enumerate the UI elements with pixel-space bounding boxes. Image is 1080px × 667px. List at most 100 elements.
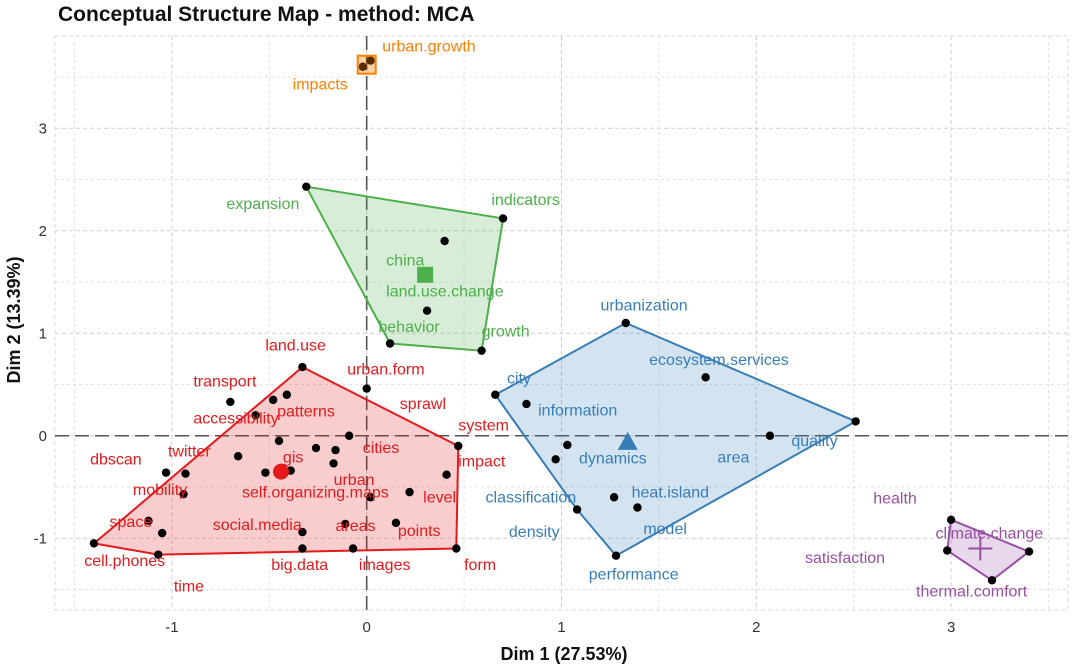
cluster-2-label: heat.island xyxy=(632,484,709,501)
cluster-1-label: patterns xyxy=(277,403,335,420)
cluster-2-point xyxy=(572,505,582,514)
cluster-1-point xyxy=(344,431,354,440)
x-tick-label: 3 xyxy=(947,619,955,636)
cluster-2-label: area xyxy=(717,449,749,466)
cluster-1-point xyxy=(251,411,260,420)
cluster-5-label: impacts xyxy=(293,76,348,93)
cluster-1-point xyxy=(341,519,350,529)
cluster-2-label: urbanization xyxy=(600,298,687,315)
cluster-1-label: images xyxy=(359,557,411,574)
cluster-1-label: big.data xyxy=(271,557,328,574)
cluster-2-label: dynamics xyxy=(579,450,647,467)
cluster-1-label: space xyxy=(110,514,153,531)
cluster-1-label: dbscan xyxy=(90,451,142,468)
cluster-5-point xyxy=(358,62,367,71)
y-tick-label: -1 xyxy=(34,530,47,547)
cluster-1-hull xyxy=(91,365,460,556)
cluster-3-label: land.use.change xyxy=(386,283,504,300)
cluster-1-point xyxy=(154,550,163,559)
cluster-1-point xyxy=(144,516,153,526)
x-tick-label: 2 xyxy=(752,619,760,636)
x-tick-label: 0 xyxy=(363,619,371,636)
cluster-2-point xyxy=(765,431,775,440)
cluster-1-point xyxy=(362,384,371,393)
point-labels: land.use urban.form transport patterns spraw… xyxy=(84,38,1043,600)
cluster-1-point xyxy=(366,493,375,502)
x-axis-title: Dim 1 (27.53%) xyxy=(500,644,627,664)
grid xyxy=(54,35,1069,611)
cluster-1-point xyxy=(311,443,321,453)
cluster-1-point xyxy=(179,489,188,499)
cluster-hulls xyxy=(91,185,1031,582)
cluster-1-point xyxy=(298,527,307,537)
cluster-1-point xyxy=(261,468,270,477)
cluster-4-label: health xyxy=(873,490,917,507)
y-tick-label: 1 xyxy=(39,325,47,342)
y-axis-title: Dim 2 (13.39%) xyxy=(4,256,24,383)
cluster-2-point xyxy=(491,390,500,399)
cluster-1-label: self.organizing.maps xyxy=(242,484,389,501)
cluster-1-label: time xyxy=(174,579,204,596)
cluster-1-label: cities xyxy=(363,440,399,457)
cluster-3-label: expansion xyxy=(226,196,299,213)
cluster-2-point xyxy=(563,440,572,450)
data-points xyxy=(89,56,1034,585)
x-tick-label: 1 xyxy=(557,619,565,636)
cluster-3-point xyxy=(477,346,486,355)
cluster-centroids xyxy=(272,54,993,561)
cluster-2-point xyxy=(701,373,710,382)
cluster-2-label: performance xyxy=(589,566,679,583)
cluster-1-point xyxy=(454,441,463,451)
cluster-5-label: urban.growth xyxy=(382,38,475,55)
cluster-5-point xyxy=(366,56,375,65)
cluster-2-point xyxy=(522,399,531,409)
cluster-1-label: twitter xyxy=(168,443,211,460)
cluster-1-label: urban xyxy=(334,472,375,489)
cluster-3-label: china xyxy=(386,253,424,270)
cluster-1-point xyxy=(282,390,292,399)
cluster-1-label: impact xyxy=(458,454,506,471)
cluster-3-label: behavior xyxy=(378,319,440,336)
axis-ticks: -1 0 1 2 3 -1 0 1 2 3 xyxy=(34,120,956,636)
cluster-1-label: cell.phones xyxy=(84,553,165,570)
cluster-1-point xyxy=(329,459,338,468)
cluster-3-point xyxy=(385,339,395,348)
cluster-1-label: transport xyxy=(193,374,257,391)
cluster-4-point xyxy=(1024,547,1034,556)
cluster-2-label: classification xyxy=(486,489,577,506)
cluster-1-point xyxy=(452,544,461,553)
cluster-1-point xyxy=(226,397,235,407)
cluster-2-point xyxy=(851,417,860,426)
cluster-3-centroid xyxy=(417,266,434,283)
cluster-3-point xyxy=(498,214,508,223)
cluster-1-point xyxy=(331,445,340,455)
cluster-1-point xyxy=(268,395,278,405)
cluster-1-point xyxy=(298,544,307,553)
cluster-5-centroid xyxy=(356,54,377,75)
plot-panel-border xyxy=(54,35,1069,611)
cluster-1-centroid xyxy=(272,463,289,480)
cluster-1-point xyxy=(298,362,307,372)
cluster-2-centroid xyxy=(617,431,638,450)
cluster-3-point xyxy=(302,182,311,191)
cluster-3-label: growth xyxy=(482,323,530,340)
cluster-2-label: information xyxy=(538,402,617,419)
cluster-1-label: mobility xyxy=(133,482,187,499)
cluster-1-label: areas xyxy=(336,518,376,535)
y-tick-label: 3 xyxy=(39,120,47,137)
cluster-4-point xyxy=(943,546,952,555)
cluster-2-label: model xyxy=(643,521,687,538)
cluster-2-point xyxy=(611,551,621,560)
cluster-1-label: level xyxy=(423,489,456,506)
chart-title: Conceptual Structure Map - method: MCA xyxy=(58,3,475,26)
cluster-1-label: form xyxy=(464,557,496,574)
cluster-1-label: urban.form xyxy=(347,361,424,378)
cluster-2-label: city xyxy=(507,370,531,387)
cluster-2-label: quality xyxy=(791,433,837,450)
cluster-1-label: accessibility xyxy=(193,410,278,427)
cluster-4-point xyxy=(987,576,997,585)
cluster-1-point xyxy=(274,436,284,446)
cluster-1-label: points xyxy=(398,523,441,540)
y-tick-label: 0 xyxy=(39,428,47,445)
